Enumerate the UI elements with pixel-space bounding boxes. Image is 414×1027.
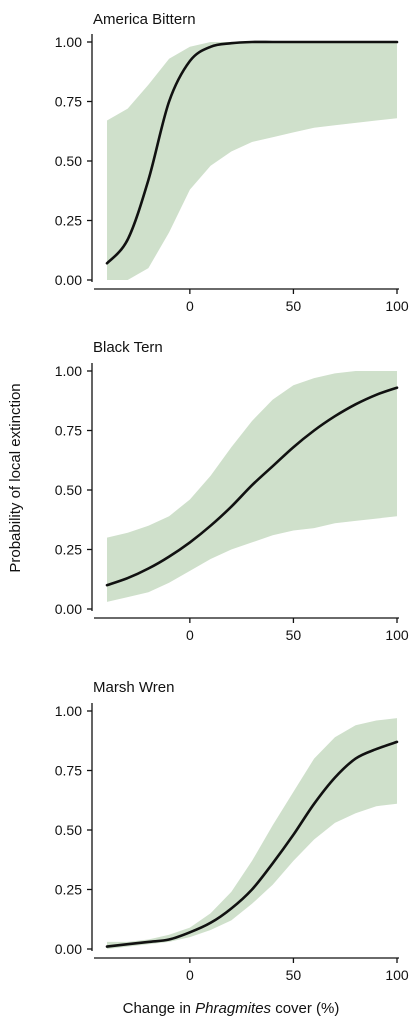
confidence-band [107,42,397,280]
y-tick-label: 0.00 [55,272,82,288]
y-tick-label: 1.00 [55,703,82,719]
x-tick-label: 0 [186,298,194,314]
y-tick-label: 0.25 [55,882,82,898]
y-tick-label: 1.00 [55,34,82,50]
x-tick-label: 100 [385,627,409,643]
fitted-curve [105,40,399,265]
fitted-curve [105,740,399,948]
y-tick-label: 0.50 [55,153,82,169]
x-axis-title-species: Phragmites [195,1000,271,1017]
y-axis-title: Probability of local extinction [7,383,24,572]
fitted-curve [105,386,399,587]
x-axis-title-prefix: Change in [123,1000,196,1017]
panels: America Bittern 0.00 0.25 0.50 0.75 1.00 0 50 10… [55,11,409,983]
y-tick-label: 0.50 [55,822,82,838]
panel-title: Marsh Wren [93,679,174,696]
y-tick-label: 0.25 [55,542,82,558]
chart-panel: Marsh Wren 0.00 0.25 0.50 0.75 1.00 0 50 100 [55,679,409,983]
y-tick-label: 0.00 [55,941,82,957]
y-tick-label: 0.00 [55,601,82,617]
y-tick-label: 1.00 [55,363,82,379]
y-tick-label: 0.75 [55,94,82,110]
x-tick-label: 100 [385,298,409,314]
chart-panel: America Bittern 0.00 0.25 0.50 0.75 1.00 0 50 10… [55,11,409,314]
chart-panel: Black Tern 0.00 0.25 0.50 0.75 1.00 0 50 100 [55,339,409,643]
panel-title: Black Tern [93,339,163,356]
x-tick-label: 0 [186,627,194,643]
y-tick-label: 0.75 [55,423,82,439]
x-axis-title-suffix: cover (%) [271,1000,339,1017]
x-tick-label: 50 [286,627,302,643]
x-tick-label: 50 [286,298,302,314]
x-tick-label: 100 [385,967,409,983]
y-tick-label: 0.50 [55,482,82,498]
x-tick-label: 0 [186,967,194,983]
x-tick-label: 50 [286,967,302,983]
confidence-band [107,718,397,949]
x-axis-title: Change in Phragmites cover (%) [123,1000,340,1017]
panel-title: America Bittern [93,11,196,28]
y-tick-label: 0.75 [55,763,82,779]
y-tick-label: 0.25 [55,213,82,229]
